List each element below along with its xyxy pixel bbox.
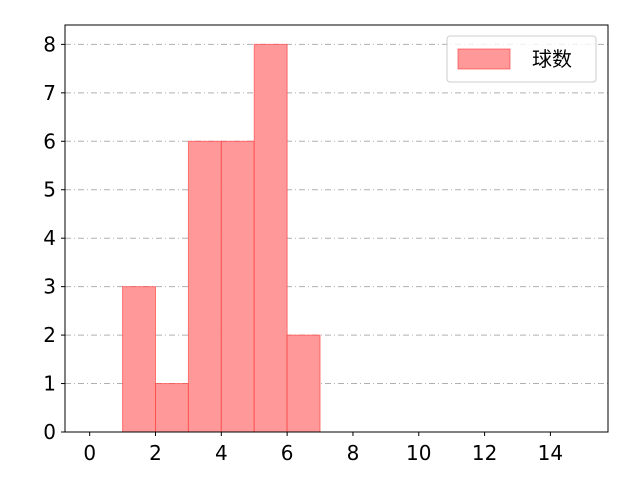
y-tick-label: 5 [43,178,56,202]
legend: 球数 [446,35,597,83]
y-tick-label: 4 [43,226,56,250]
legend-patch [457,48,511,70]
x-tick-label: 8 [347,441,360,465]
x-tick-label: 12 [472,441,497,465]
x-tick-label: 6 [281,441,294,465]
histogram-bar [122,286,157,433]
y-tick-label: 7 [43,81,56,105]
x-tick-label: 4 [215,441,228,465]
bars [122,43,321,433]
legend-label: 球数 [532,47,572,71]
histogram-bar [187,140,222,433]
histogram-bar [253,43,288,433]
y-tick-label: 3 [43,275,56,299]
x-tick-label: 14 [538,441,563,465]
y-tick-label: 8 [43,32,56,56]
x-tick-label: 10 [406,441,431,465]
x-tick-label: 2 [149,441,162,465]
x-axis: 0 2 4 6 8 10 12 14 [83,432,563,465]
y-tick-label: 1 [43,372,56,396]
x-tick-label: 0 [83,441,96,465]
y-tick-label: 2 [43,323,56,347]
y-tick-label: 0 [43,420,56,444]
histogram-bar [155,383,189,433]
legend-box [446,35,597,83]
y-axis: 0 1 2 3 4 5 6 7 8 [43,32,65,444]
histogram-bar [286,334,321,433]
histogram-bar [220,140,255,433]
y-tick-label: 6 [43,129,56,153]
plot-frame [64,24,609,433]
